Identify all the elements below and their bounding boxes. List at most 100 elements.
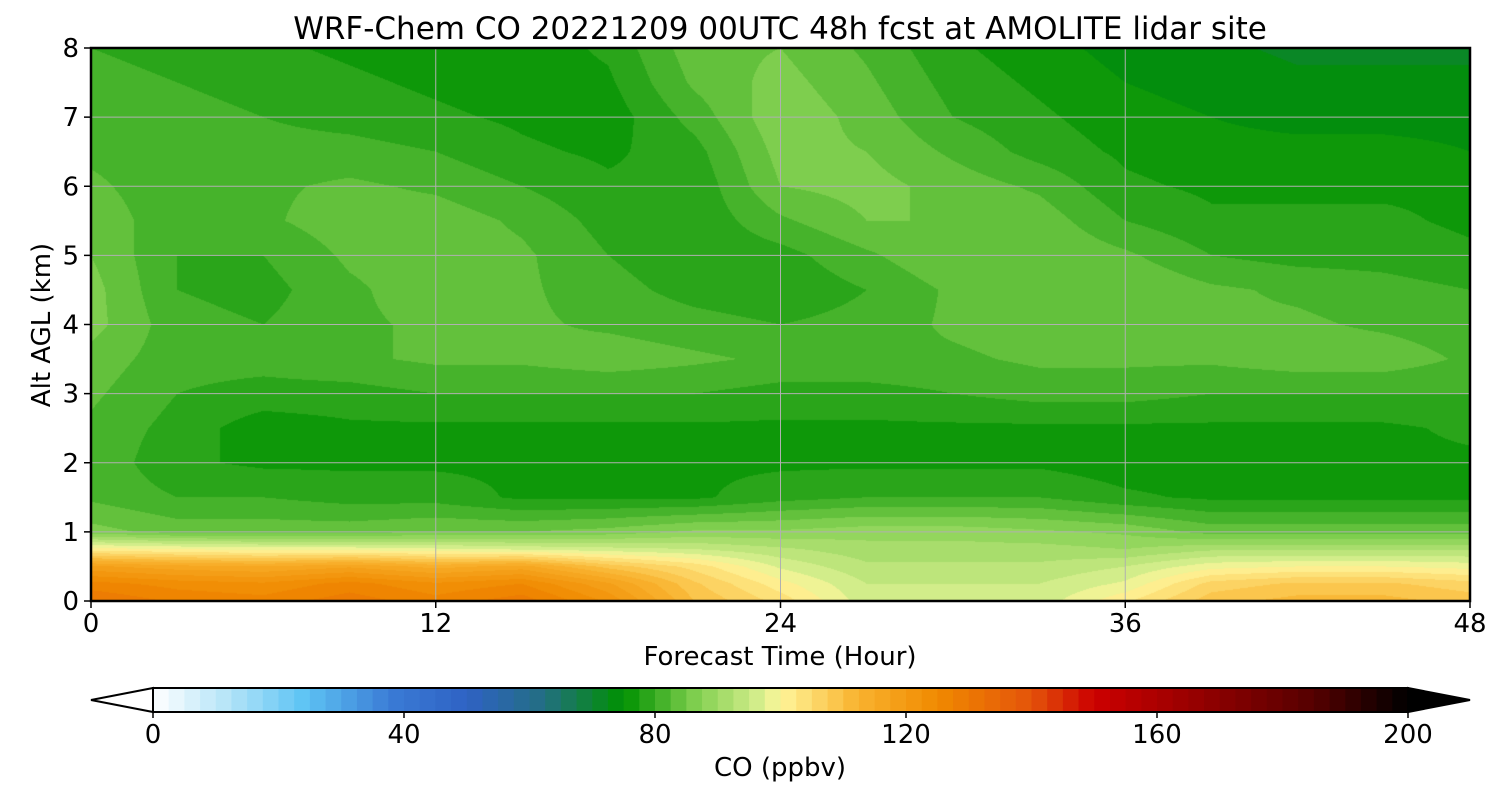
colorbar-band <box>545 688 562 712</box>
colorbar-band <box>953 688 970 712</box>
grid-lines <box>91 48 1470 601</box>
colorbar-band <box>937 688 954 712</box>
colorbar-label: CO (ppbv) <box>714 753 846 783</box>
colorbar-band <box>231 688 248 712</box>
colorbar-band <box>858 688 876 712</box>
colorbar-band <box>733 688 750 712</box>
colorbar-band <box>906 688 923 712</box>
colorbar-band <box>1094 688 1111 712</box>
colorbar-tick-label: 200 <box>1383 720 1433 750</box>
colorbar-band <box>560 688 578 712</box>
colorbar-band <box>1282 688 1299 712</box>
colorbar-band <box>1062 688 1080 712</box>
colorbar-band <box>325 688 342 712</box>
colorbar-band <box>811 688 829 712</box>
colorbar-band <box>1251 688 1268 712</box>
colorbar-band <box>482 688 499 712</box>
y-tick-label: 6 <box>62 172 79 202</box>
y-axis: 0 1 2 3 4 5 6 7 8 <box>62 34 91 617</box>
y-tick-label: 1 <box>62 518 79 548</box>
colorbar-band <box>1109 688 1127 712</box>
colorbar-band <box>686 688 703 712</box>
colorbar-band <box>1157 688 1174 712</box>
x-axis: 0 12 24 36 48 <box>83 601 1487 639</box>
colorbar-band <box>498 688 515 712</box>
y-tick-label: 0 <box>62 587 79 617</box>
colorbar-extend-high <box>1407 686 1471 714</box>
colorbar-band <box>576 688 593 712</box>
colorbar-band <box>466 688 484 712</box>
colorbar-band <box>1172 688 1189 712</box>
colorbar-band <box>796 688 813 712</box>
colorbar-band <box>1078 688 1095 712</box>
colorbar-band <box>623 688 640 712</box>
x-axis-label: Forecast Time (Hour) <box>643 642 916 672</box>
y-axis-label: Alt AGL (km) <box>27 243 57 407</box>
colorbar-band <box>968 688 986 712</box>
y-tick-label: 4 <box>62 311 79 341</box>
colorbar-tick-label: 0 <box>145 720 162 750</box>
colorbar-band <box>1392 688 1409 712</box>
colorbar-band <box>419 688 436 712</box>
colorbar-band <box>827 688 844 712</box>
colorbar-band <box>356 688 374 712</box>
colorbar-ticks: 0 40 80 120 160 200 <box>145 712 1433 750</box>
colorbar-band <box>435 688 452 712</box>
colorbar-band <box>341 688 358 712</box>
colorbar-band <box>1266 688 1284 712</box>
colorbar-band <box>702 688 719 712</box>
colorbar-frame <box>152 687 1409 713</box>
colorbar-band <box>404 688 421 712</box>
colorbar-band <box>1376 688 1393 712</box>
colorbar-band <box>294 688 311 712</box>
colorbar-band <box>1188 688 1205 712</box>
x-tick-label: 24 <box>764 609 797 639</box>
colorbar-band <box>670 688 687 712</box>
colorbar-band <box>1204 688 1221 712</box>
x-tick-label: 12 <box>419 609 452 639</box>
colorbar-band <box>655 688 672 712</box>
colorbar-band <box>1360 688 1378 712</box>
colorbar-band <box>749 688 766 712</box>
colorbar-band <box>984 688 1001 712</box>
colorbar-tick-label: 120 <box>881 720 931 750</box>
colorbar-band <box>1329 688 1346 712</box>
colorbar-band <box>1345 688 1362 712</box>
plot-area <box>89 46 1472 603</box>
chart-title: WRF-Chem CO 20221209 00UTC 48h fcst at A… <box>293 11 1267 47</box>
colorbar-band <box>309 688 327 712</box>
colorbar-extend-low <box>90 686 154 714</box>
colorbar-band <box>607 688 625 712</box>
colorbar-band <box>388 688 405 712</box>
colorbar-band <box>529 688 546 712</box>
colorbar-band <box>200 688 217 712</box>
colorbar-band <box>1313 688 1331 712</box>
colorbar-band <box>1298 688 1315 712</box>
colorbar-bands <box>153 688 1409 712</box>
colorbar-band <box>215 688 233 712</box>
colorbar-band <box>1000 688 1017 712</box>
y-tick-label: 7 <box>62 103 79 133</box>
colorbar-band <box>874 688 891 712</box>
colorbar-band <box>1141 688 1158 712</box>
colorbar-band <box>372 688 389 712</box>
colorbar-band <box>278 688 295 712</box>
x-tick-label: 48 <box>1453 609 1486 639</box>
x-tick-label: 36 <box>1109 609 1142 639</box>
colorbar-band <box>1235 688 1252 712</box>
colorbar-band <box>1125 688 1142 712</box>
colorbar-band <box>262 688 280 712</box>
colorbar-band <box>247 688 264 712</box>
colorbar-band <box>780 688 797 712</box>
colorbar-band <box>1031 688 1048 712</box>
colorbar-band <box>184 688 201 712</box>
colorbar-band <box>592 688 609 712</box>
colorbar-band <box>764 688 782 712</box>
colorbar-band <box>513 688 531 712</box>
colorbar-band <box>1219 688 1237 712</box>
colorbar-band <box>639 688 656 712</box>
y-tick-label: 2 <box>62 449 79 479</box>
colorbar-band <box>1047 688 1064 712</box>
y-tick-label: 8 <box>62 34 79 64</box>
